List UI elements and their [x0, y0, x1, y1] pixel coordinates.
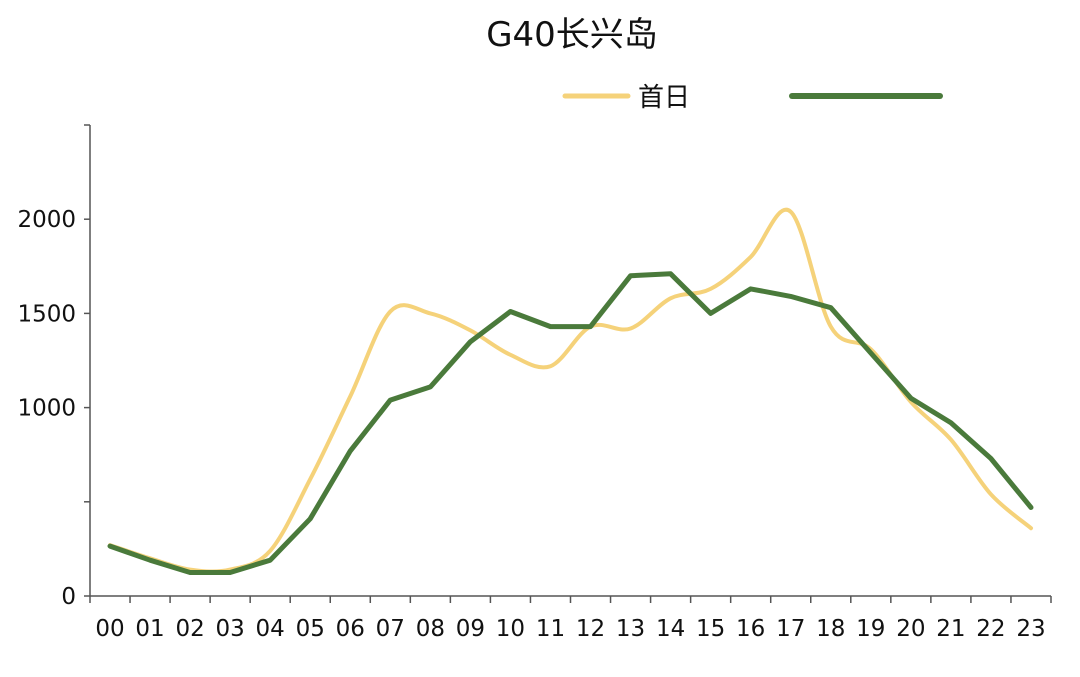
data-point-series-1	[628, 326, 633, 331]
data-point-series-2	[748, 286, 753, 291]
legend-label-series-1: 首日	[638, 83, 690, 113]
x-tick-label: 02	[175, 616, 204, 642]
legend: 首日	[562, 83, 943, 113]
y-tick-label: 0	[61, 584, 76, 610]
x-axis-ticks: 00 01 02 03 04 05 06 07 08 09 10 11 12 13 14 15 16 17 18 19…	[89, 596, 1052, 642]
x-tick-label: 08	[416, 616, 445, 642]
series-layer	[107, 207, 1034, 575]
x-tick-label: 21	[936, 616, 965, 642]
data-point-series-2	[348, 448, 353, 453]
data-point-series-1	[988, 492, 993, 497]
x-tick-label: 07	[376, 616, 405, 642]
x-tick-label: 05	[296, 616, 325, 642]
data-point-series-2	[428, 384, 433, 389]
x-tick-label: 11	[536, 616, 565, 642]
data-point-series-2	[508, 309, 513, 314]
data-point-series-2	[588, 324, 593, 329]
data-point-series-2	[868, 351, 873, 356]
data-point-series-2	[388, 398, 393, 403]
data-point-series-1	[268, 548, 273, 553]
x-tick-label: 00	[95, 616, 124, 642]
data-point-series-2	[228, 570, 233, 575]
y-tick-label: 1000	[17, 396, 76, 422]
data-point-series-2	[948, 420, 953, 425]
chart-title: G40长兴岛	[486, 15, 658, 55]
data-point-series-2	[148, 558, 153, 563]
x-tick-label: 16	[736, 616, 765, 642]
data-point-series-2	[788, 294, 793, 299]
data-point-series-1	[788, 209, 793, 214]
data-point-series-2	[988, 456, 993, 461]
y-axis-ticks: 0 1000 1500 2000	[17, 124, 90, 610]
data-point-series-1	[388, 309, 393, 314]
data-point-series-2	[708, 311, 713, 316]
x-tick-label: 14	[656, 616, 685, 642]
x-tick-label: 23	[1016, 616, 1045, 642]
data-point-series-2	[308, 516, 313, 521]
data-point-series-2	[1029, 505, 1034, 510]
data-point-series-2	[668, 271, 673, 276]
data-point-series-1	[708, 286, 713, 291]
data-point-series-1	[508, 352, 513, 357]
x-tick-label: 06	[336, 616, 365, 642]
x-tick-label: 18	[816, 616, 845, 642]
x-tick-label: 20	[896, 616, 925, 642]
data-point-series-1	[828, 324, 833, 329]
data-point-series-1	[1029, 526, 1034, 531]
x-tick-label: 09	[456, 616, 485, 642]
data-point-series-1	[548, 364, 553, 369]
data-point-series-2	[548, 324, 553, 329]
x-tick-label: 22	[976, 616, 1005, 642]
data-point-series-1	[948, 437, 953, 442]
data-point-series-1	[308, 477, 313, 482]
data-point-series-2	[108, 544, 113, 549]
data-point-series-2	[908, 396, 913, 401]
y-tick-label: 2000	[17, 207, 76, 233]
x-tick-label: 19	[856, 616, 885, 642]
data-point-series-2	[468, 339, 473, 344]
x-tick-label: 15	[696, 616, 725, 642]
data-point-series-2	[828, 305, 833, 310]
x-tick-label: 12	[576, 616, 605, 642]
data-point-series-1	[348, 394, 353, 399]
data-point-series-1	[748, 254, 753, 259]
x-tick-label: 13	[616, 616, 645, 642]
x-tick-label: 17	[776, 616, 805, 642]
y-tick-label: 1500	[17, 301, 76, 327]
series-line-1	[108, 207, 1033, 574]
x-tick-label: 10	[496, 616, 525, 642]
x-tick-label: 03	[216, 616, 245, 642]
series-line-2	[107, 271, 1034, 575]
data-point-series-2	[188, 570, 193, 575]
data-point-series-1	[428, 311, 433, 316]
data-point-series-2	[628, 273, 633, 278]
data-point-series-1	[668, 296, 673, 301]
data-point-series-2	[268, 558, 273, 563]
data-point-series-1	[468, 328, 473, 333]
x-tick-label: 01	[135, 616, 164, 642]
x-tick-label: 04	[256, 616, 285, 642]
